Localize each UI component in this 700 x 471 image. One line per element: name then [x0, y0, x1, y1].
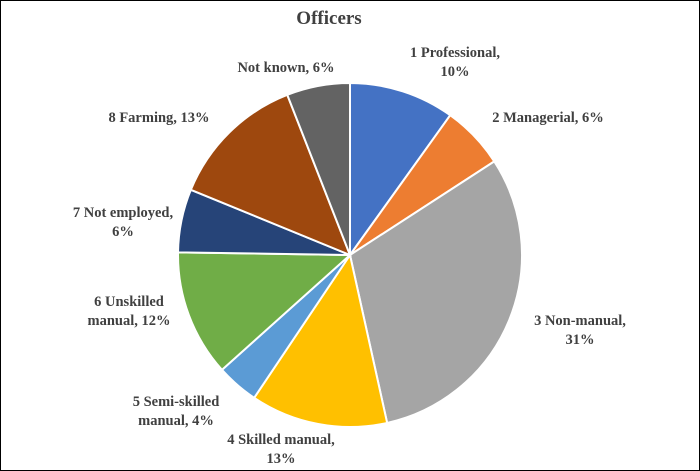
slice-label-line: 2 Managerial, 6%: [492, 110, 604, 126]
slice-label-2-managerial: 2 Managerial, 6%: [492, 110, 604, 126]
pie-slices: [177, 81, 523, 428]
slice-label-8-farming: 8 Farming, 13%: [108, 110, 209, 126]
pie-slice-4-skilled-manual: [252, 252, 389, 428]
slice-label-line: 5 Semi-skilled: [133, 394, 220, 410]
slice-label-1-professional: 1 Professional, 10%: [410, 45, 500, 80]
slice-label-line: 6%: [112, 224, 134, 240]
pie-slice-3-non-manual: [348, 160, 523, 425]
slice-label-line: 31%: [566, 332, 595, 348]
pie-slice-6-unskilled-manual: [177, 251, 353, 372]
slice-label-line: 1 Professional,: [410, 45, 500, 61]
slice-label-line: 10%: [441, 64, 470, 80]
slice-label-7-not-employed: 7 Not employed, 6%: [73, 205, 174, 240]
slice-label-line: 3 Non-manual,: [534, 313, 626, 329]
pie-labels: 1 Professional, 10% 2 Managerial, 6% 3 Non-…: [73, 45, 626, 467]
slice-label-3-non-manual: 3 Non-manual, 31%: [534, 313, 626, 348]
pie-slice-1-professional: [349, 81, 452, 259]
slice-label-line: 7 Not employed,: [73, 205, 174, 221]
slice-label-5-semi-skilled-manual: 5 Semi-skilled manual, 4%: [133, 394, 220, 429]
pie-slice-8-farming: [189, 93, 352, 257]
slice-label-line: 6 Unskilled: [94, 294, 164, 310]
slice-label-6-unskilled-manual: 6 Unskilled manual, 12%: [88, 294, 171, 329]
slice-label-4-skilled-manual: 4 Skilled manual, 13%: [227, 432, 335, 467]
slice-label-not-known: Not known, 6%: [237, 60, 334, 76]
slice-label-line: 8 Farming, 13%: [108, 110, 209, 126]
slice-label-line: manual, 4%: [138, 413, 214, 429]
slice-label-line: Not known, 6%: [237, 60, 334, 76]
slice-label-line: manual, 12%: [88, 313, 171, 329]
chart-title: Officers: [296, 8, 361, 29]
pie-slice-not-known: [285, 81, 351, 256]
slice-label-line: 13%: [267, 451, 296, 467]
slice-label-line: 4 Skilled manual,: [227, 432, 335, 448]
